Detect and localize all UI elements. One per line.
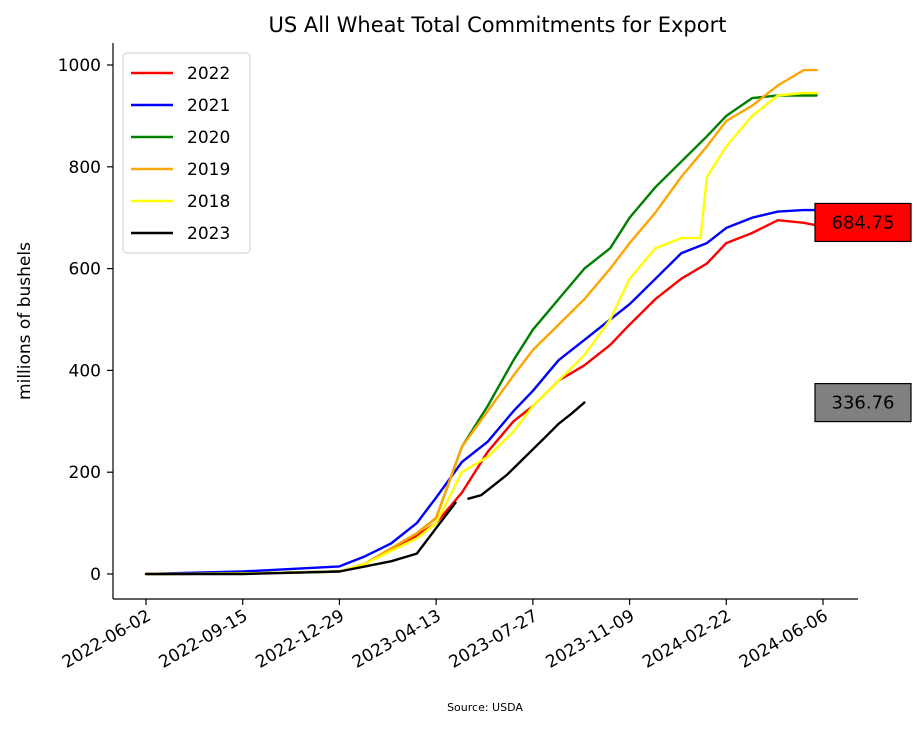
x-tick-label-2023-11-09: 2023-11-09 bbox=[543, 606, 639, 673]
value-annotation-box-684-75 bbox=[814, 202, 912, 243]
legend bbox=[122, 52, 251, 254]
x-tick-label-2023-04-13: 2023-04-13 bbox=[349, 606, 445, 673]
value-annotation-684-75: 684.75 bbox=[832, 212, 895, 233]
x-tick-label-2024-06-06: 2024-06-06 bbox=[736, 606, 832, 673]
legend-label-2019: 2019 bbox=[187, 160, 230, 180]
y-tick-label-1000: 1000 bbox=[58, 56, 101, 76]
series-line-2022 bbox=[144, 218, 818, 576]
series-line-2019 bbox=[144, 68, 818, 576]
legend-label-2023: 2023 bbox=[187, 224, 230, 244]
y-tick-label-600: 600 bbox=[69, 260, 101, 280]
series-line-2021 bbox=[144, 208, 818, 576]
value-annotation-box-336-76 bbox=[814, 382, 912, 423]
y-tick-label-800: 800 bbox=[69, 158, 101, 178]
x-tick-label-2024-02-22: 2024-02-22 bbox=[639, 606, 735, 673]
legend-label-2018: 2018 bbox=[187, 192, 230, 212]
legend-label-2021: 2021 bbox=[187, 96, 230, 116]
chart-title: US All Wheat Total Commitments for Expor… bbox=[269, 13, 727, 37]
y-axis-label: millions of bushels bbox=[15, 242, 35, 400]
y-tick-label-0: 0 bbox=[90, 565, 101, 585]
x-tick-label-2022-09-15: 2022-09-15 bbox=[156, 606, 252, 673]
x-tick-label-2022-12-29: 2022-12-29 bbox=[252, 606, 348, 673]
y-tick-label-400: 400 bbox=[69, 361, 101, 381]
x-tick-label-2023-07-27: 2023-07-27 bbox=[446, 606, 542, 673]
value-annotation-336-76: 336.76 bbox=[832, 393, 895, 414]
series-line-continuation-6 bbox=[467, 401, 586, 500]
legend-label-2020: 2020 bbox=[187, 128, 230, 148]
source-note: Source: USDA bbox=[447, 701, 523, 714]
y-tick-label-200: 200 bbox=[69, 463, 101, 483]
series-line-2018 bbox=[144, 91, 818, 576]
series-line-2023 bbox=[144, 501, 457, 576]
x-tick-label-2022-06-02: 2022-06-02 bbox=[59, 606, 155, 673]
legend-label-2022: 2022 bbox=[187, 64, 230, 84]
